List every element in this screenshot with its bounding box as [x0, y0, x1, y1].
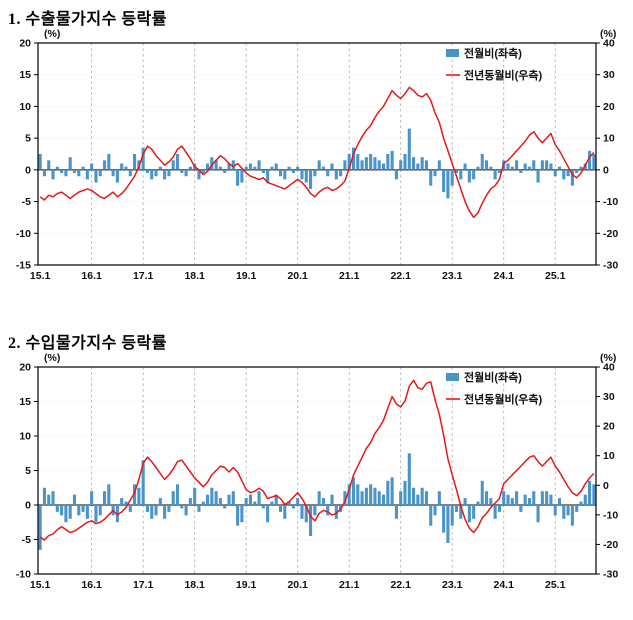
svg-text:40: 40 [603, 362, 615, 374]
svg-text:25.1: 25.1 [545, 270, 566, 282]
svg-text:0: 0 [25, 164, 31, 176]
svg-text:5: 5 [25, 465, 31, 477]
svg-text:-5: -5 [22, 534, 31, 546]
svg-text:전년동월비(우측): 전년동월비(우측) [464, 392, 543, 406]
svg-text:17.1: 17.1 [133, 270, 154, 282]
svg-text:30: 30 [603, 69, 615, 81]
svg-text:-20: -20 [603, 539, 618, 551]
svg-text:19.1: 19.1 [236, 579, 257, 591]
svg-text:-10: -10 [603, 509, 618, 521]
svg-text:22.1: 22.1 [390, 579, 411, 591]
svg-text:24.1: 24.1 [493, 270, 514, 282]
svg-text:0: 0 [603, 480, 609, 492]
svg-text:10: 10 [603, 450, 615, 462]
svg-text:21.1: 21.1 [339, 579, 360, 591]
svg-text:10: 10 [603, 133, 615, 145]
svg-text:-20: -20 [603, 228, 618, 240]
svg-text:15: 15 [19, 69, 31, 81]
svg-text:(%): (%) [600, 352, 616, 364]
import-price-index-chart: 20 15 10 5 0 -5 -10 40 30 20 10 0 -10 -20 -30 15.1 16.1 1… [16, 352, 619, 591]
svg-text:20.1: 20.1 [287, 579, 308, 591]
svg-text:22.1: 22.1 [390, 270, 411, 282]
svg-text:21.1: 21.1 [339, 270, 360, 282]
svg-text:19.1: 19.1 [236, 270, 257, 282]
svg-text:20: 20 [603, 101, 615, 113]
export-price-chart-title: 1. 수출물가지수 등락률 [8, 11, 167, 28]
svg-text:20: 20 [19, 362, 31, 374]
svg-text:(%): (%) [44, 28, 60, 40]
svg-text:16.1: 16.1 [81, 579, 102, 591]
svg-text:-30: -30 [603, 260, 618, 272]
svg-text:30: 30 [603, 391, 615, 403]
svg-text:-10: -10 [16, 569, 31, 581]
svg-text:15.1: 15.1 [30, 579, 51, 591]
import-price-chart-title: 2. 수입물가지수 등락률 [8, 335, 167, 352]
svg-text:(%): (%) [44, 352, 60, 364]
svg-text:-10: -10 [603, 196, 618, 208]
svg-text:전월비(좌측): 전월비(좌측) [464, 370, 522, 384]
svg-text:-5: -5 [22, 196, 31, 208]
svg-text:17.1: 17.1 [133, 579, 154, 591]
svg-text:20.1: 20.1 [287, 270, 308, 282]
svg-text:40: 40 [603, 38, 615, 50]
svg-text:0: 0 [25, 500, 31, 512]
svg-text:20: 20 [603, 421, 615, 433]
svg-text:18.1: 18.1 [184, 579, 205, 591]
svg-text:-10: -10 [16, 228, 31, 240]
svg-text:23.1: 23.1 [442, 270, 463, 282]
svg-text:-15: -15 [16, 260, 31, 272]
svg-text:23.1: 23.1 [442, 579, 463, 591]
svg-text:10: 10 [19, 101, 31, 113]
svg-text:(%): (%) [600, 28, 616, 40]
svg-text:-30: -30 [603, 569, 618, 581]
svg-text:24.1: 24.1 [493, 579, 514, 591]
export-price-index-chart: 20 15 10 5 0 -5 -10 -15 40 30 20 10 0 -10 -20 -30 15.1 16… [16, 28, 619, 282]
svg-text:0: 0 [603, 164, 609, 176]
svg-text:18.1: 18.1 [184, 270, 205, 282]
svg-text:25.1: 25.1 [545, 579, 566, 591]
svg-text:16.1: 16.1 [81, 270, 102, 282]
svg-text:전월비(좌측): 전월비(좌측) [464, 46, 522, 60]
svg-text:10: 10 [19, 431, 31, 443]
svg-text:20: 20 [19, 38, 31, 50]
svg-text:15: 15 [19, 396, 31, 408]
svg-text:전년동월비(우측): 전년동월비(우측) [464, 68, 543, 82]
svg-text:15.1: 15.1 [30, 270, 51, 282]
svg-text:5: 5 [25, 133, 31, 145]
